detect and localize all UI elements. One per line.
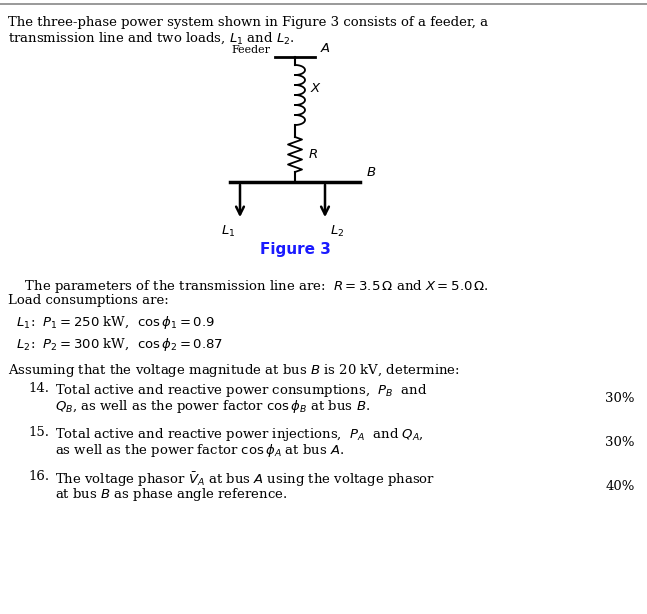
Text: $B$: $B$: [366, 166, 377, 179]
Text: 30%: 30%: [606, 436, 635, 449]
Text: Feeder: Feeder: [231, 45, 270, 55]
Text: Load consumptions are:: Load consumptions are:: [8, 294, 169, 307]
Text: $A$: $A$: [320, 42, 331, 55]
Text: at bus $B$ as phase angle reference.: at bus $B$ as phase angle reference.: [55, 486, 287, 503]
Text: 40%: 40%: [606, 480, 635, 493]
Text: Assuming that the voltage magnitude at bus $B$ is 20 kV, determine:: Assuming that the voltage magnitude at b…: [8, 362, 460, 379]
Text: $L_2$:  $P_2 = 300$ kW,  $\cos\phi_2 = 0.87$: $L_2$: $P_2 = 300$ kW, $\cos\phi_2 = 0.8…: [8, 336, 223, 353]
Text: The voltage phasor $\bar{V}_A$ at bus $A$ using the voltage phasor: The voltage phasor $\bar{V}_A$ at bus $A…: [55, 470, 435, 489]
Text: 14.: 14.: [28, 382, 49, 395]
Text: Total active and reactive power injections,  $P_A$  and $Q_A$,: Total active and reactive power injectio…: [55, 426, 424, 443]
Text: $R$: $R$: [308, 148, 318, 161]
Text: $L_2$: $L_2$: [330, 224, 344, 239]
Text: 30%: 30%: [606, 392, 635, 405]
Text: transmission line and two loads, $L_1$ and $L_2$.: transmission line and two loads, $L_1$ a…: [8, 31, 295, 47]
Text: as well as the power factor $\cos\phi_A$ at bus $A$.: as well as the power factor $\cos\phi_A$…: [55, 442, 344, 459]
Text: Figure 3: Figure 3: [259, 242, 331, 257]
Text: $Q_B$, as well as the power factor $\cos\phi_B$ at bus $B$.: $Q_B$, as well as the power factor $\cos…: [55, 398, 370, 415]
Text: 16.: 16.: [28, 470, 49, 483]
Text: Total active and reactive power consumptions,  $P_B$  and: Total active and reactive power consumpt…: [55, 382, 427, 399]
Text: $L_1$: $L_1$: [221, 224, 235, 239]
Text: $X$: $X$: [310, 82, 322, 96]
Text: The parameters of the transmission line are:  $R = 3.5\,\Omega$ and $X = 5.0\,\O: The parameters of the transmission line …: [8, 278, 489, 295]
Text: The three-phase power system shown in Figure 3 consists of a feeder, a: The three-phase power system shown in Fi…: [8, 16, 488, 29]
Text: 15.: 15.: [28, 426, 49, 439]
Text: $L_1$:  $P_1 = 250$ kW,  $\cos\phi_1 = 0.9$: $L_1$: $P_1 = 250$ kW, $\cos\phi_1 = 0.9…: [8, 314, 215, 331]
